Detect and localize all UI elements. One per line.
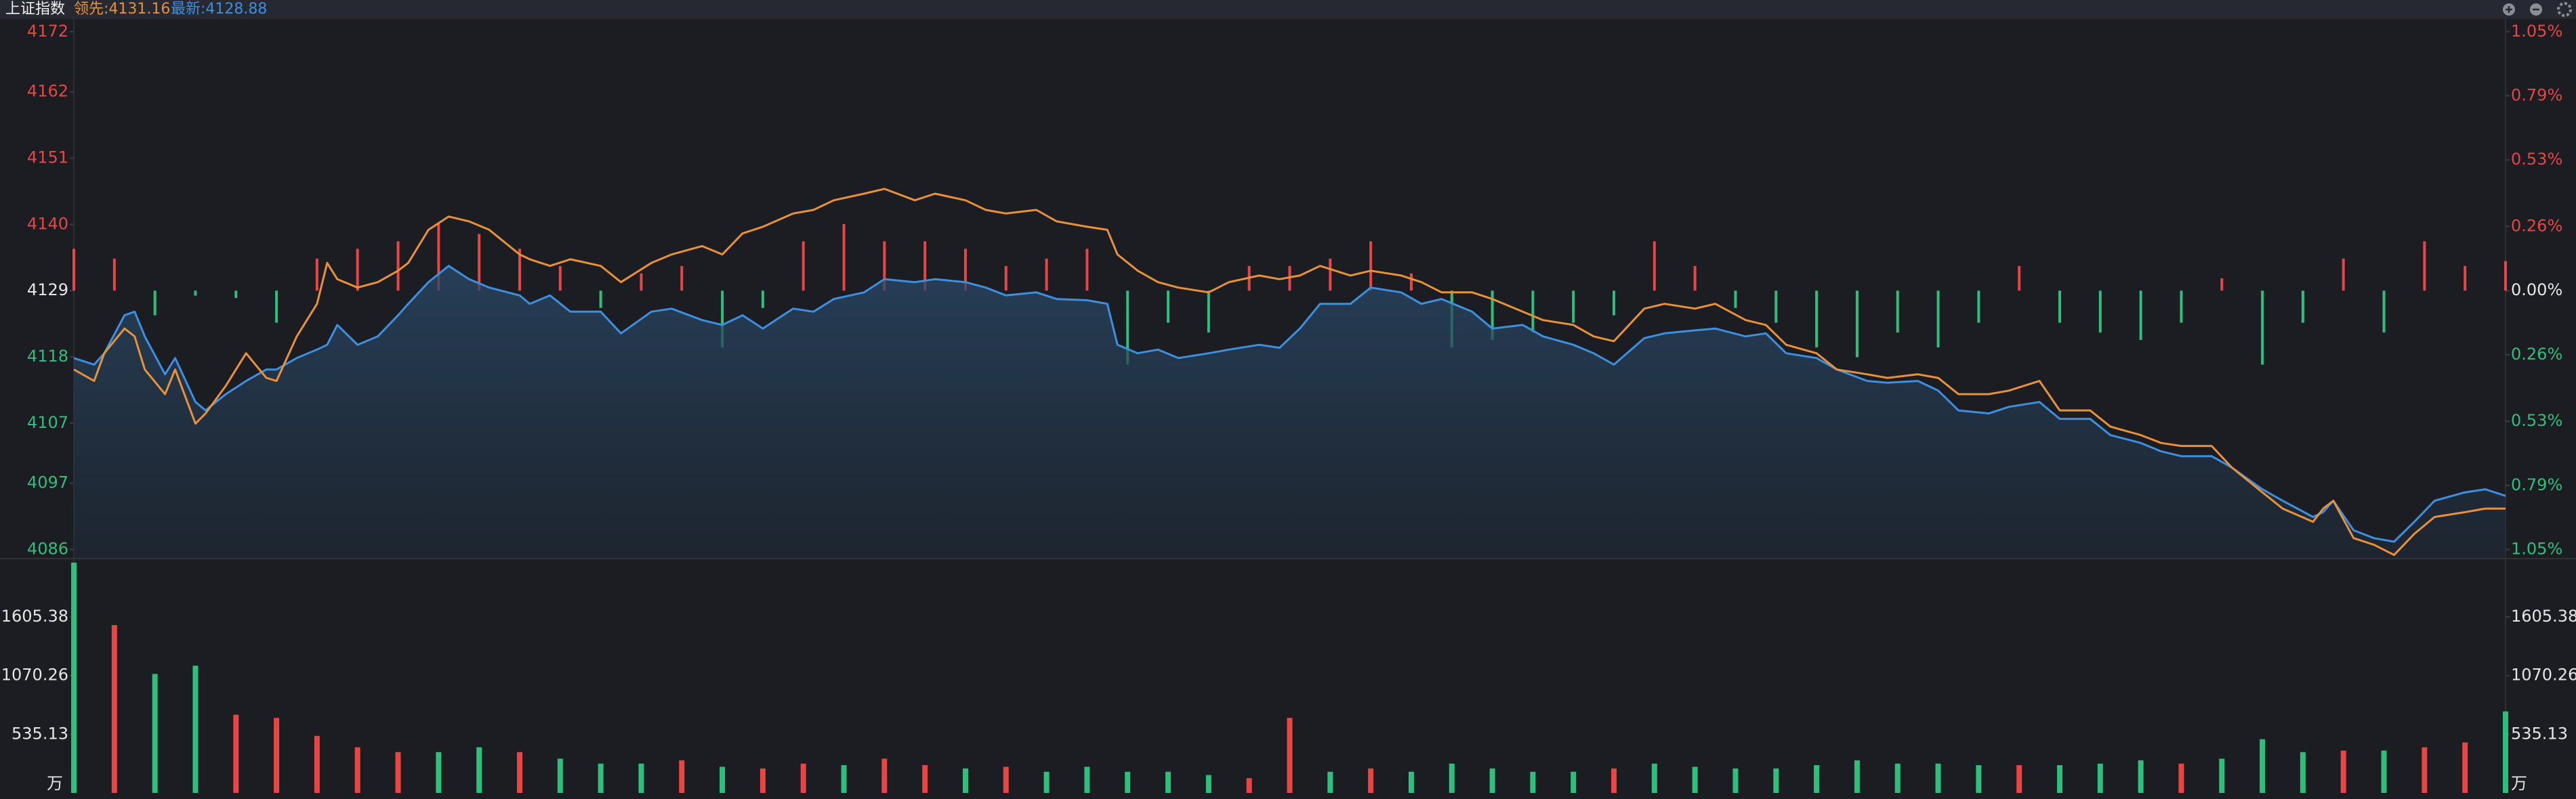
y2-tick-label: 0.53% xyxy=(2511,150,2562,169)
volume-bar xyxy=(679,760,685,793)
y-tick-label: 4162 xyxy=(27,82,68,101)
volume-bar xyxy=(2503,711,2508,793)
volume-bar xyxy=(1368,768,1374,793)
unit-label: 万 xyxy=(2511,774,2527,793)
volume-bar xyxy=(760,768,766,793)
volume-bar xyxy=(1489,768,1495,793)
volume-bar xyxy=(1976,765,1982,793)
volume-bar xyxy=(2178,763,2184,793)
y-tick-label: 1070.26 xyxy=(1,666,68,685)
volume-bar xyxy=(1611,768,1617,793)
y-tick-label: 1605.38 xyxy=(1,607,68,626)
volume-bar xyxy=(1287,718,1293,793)
volume-bar xyxy=(2016,765,2022,793)
y2-tick-label: 0.79% xyxy=(2511,475,2562,494)
y-tick-label: 1070.26 xyxy=(2511,666,2576,685)
volume-bar xyxy=(1165,771,1171,793)
volume-bar xyxy=(395,752,401,793)
volume-bar xyxy=(1530,771,1536,793)
series-area xyxy=(74,265,2506,558)
volume-bar xyxy=(1935,763,1941,793)
volume-bar xyxy=(2300,752,2306,793)
volume-bar xyxy=(1814,765,1820,793)
y-tick-label: 4107 xyxy=(27,413,68,432)
y2-tick-label: 0.53% xyxy=(2511,411,2562,430)
y2-tick-label: 1.05% xyxy=(2511,22,2562,41)
settings-button[interactable] xyxy=(2557,2,2572,17)
volume-bar xyxy=(922,765,928,793)
volume-bar xyxy=(476,747,482,793)
volume-bar xyxy=(2138,760,2144,793)
volume-bar xyxy=(436,752,442,793)
volume-bar xyxy=(557,758,563,793)
y-tick-label: 535.13 xyxy=(2511,724,2568,743)
y-tick-label: 4172 xyxy=(27,22,68,41)
volume-bar xyxy=(192,666,199,793)
y-tick-label: 4097 xyxy=(27,473,68,492)
volume-bar xyxy=(2219,758,2225,793)
volume-bar xyxy=(800,763,806,793)
y2-tick-label: 0.79% xyxy=(2511,86,2562,105)
y-tick-label: 4118 xyxy=(27,347,68,366)
volume-bar xyxy=(1854,760,1860,793)
volume-bar xyxy=(638,763,644,793)
y-tick-label: 4086 xyxy=(27,540,68,559)
volume-bar xyxy=(2422,747,2428,793)
series-line xyxy=(73,188,2506,557)
volume-bar xyxy=(1692,766,1698,793)
volume-bar xyxy=(2057,765,2063,793)
zoom-in-icon xyxy=(2506,6,2512,13)
y2-tick-label: 1.05% xyxy=(2511,540,2562,559)
volume-bar xyxy=(1246,778,1252,793)
y-tick-label: 4151 xyxy=(27,148,68,167)
volume-bar xyxy=(1571,771,1577,793)
volume-bar xyxy=(2340,750,2346,793)
volume-bar xyxy=(1894,763,1900,793)
unit-label: 万 xyxy=(47,774,63,793)
volume-bar xyxy=(314,735,320,793)
y2-tick-label: 0.26% xyxy=(2511,217,2562,236)
volume-bar xyxy=(2462,742,2468,793)
index-name: 上证指数 xyxy=(5,1,65,18)
latest-value: 最新:4128.88 xyxy=(171,1,267,18)
volume-bar xyxy=(1773,768,1779,793)
window-controls xyxy=(2503,2,2572,17)
volume-bar xyxy=(152,674,158,793)
volume-bar xyxy=(1327,771,1333,793)
volume-bar xyxy=(516,752,522,793)
volume-bar xyxy=(2381,750,2387,793)
volume-bar xyxy=(71,562,77,793)
series-line xyxy=(73,265,2506,543)
y2-tick-label: 0.00% xyxy=(2511,280,2562,299)
y-tick-label: 4129 xyxy=(27,280,68,299)
volume-bar xyxy=(1408,771,1414,793)
volume-bar xyxy=(881,758,888,793)
volume-bar xyxy=(1043,771,1050,793)
header-bar xyxy=(0,0,2576,19)
y-tick-label: 4140 xyxy=(27,214,68,233)
volume-bar xyxy=(111,625,117,793)
volume-bar xyxy=(1651,763,1657,793)
volume-bar xyxy=(1084,766,1090,793)
volume-bar xyxy=(962,768,968,793)
volume-bar xyxy=(233,714,239,793)
volume-bar xyxy=(841,765,847,793)
volume-bar xyxy=(2260,739,2266,793)
volume-bar xyxy=(1125,771,1131,793)
volume-bar xyxy=(2097,763,2103,793)
y-tick-label: 535.13 xyxy=(12,724,68,743)
volume-bar xyxy=(1449,763,1455,793)
volume-bar xyxy=(720,766,726,793)
y-tick-label: 1605.38 xyxy=(2511,607,2576,626)
volume-bar xyxy=(274,718,280,793)
volume-bar xyxy=(1003,766,1009,793)
volume-bar xyxy=(1205,775,1211,793)
y2-tick-label: 0.26% xyxy=(2511,345,2562,364)
volume-bar xyxy=(598,763,604,793)
volume-bar xyxy=(354,747,360,793)
lead-value: 领先:4131.16 xyxy=(74,1,170,18)
volume-bar xyxy=(1732,768,1739,793)
